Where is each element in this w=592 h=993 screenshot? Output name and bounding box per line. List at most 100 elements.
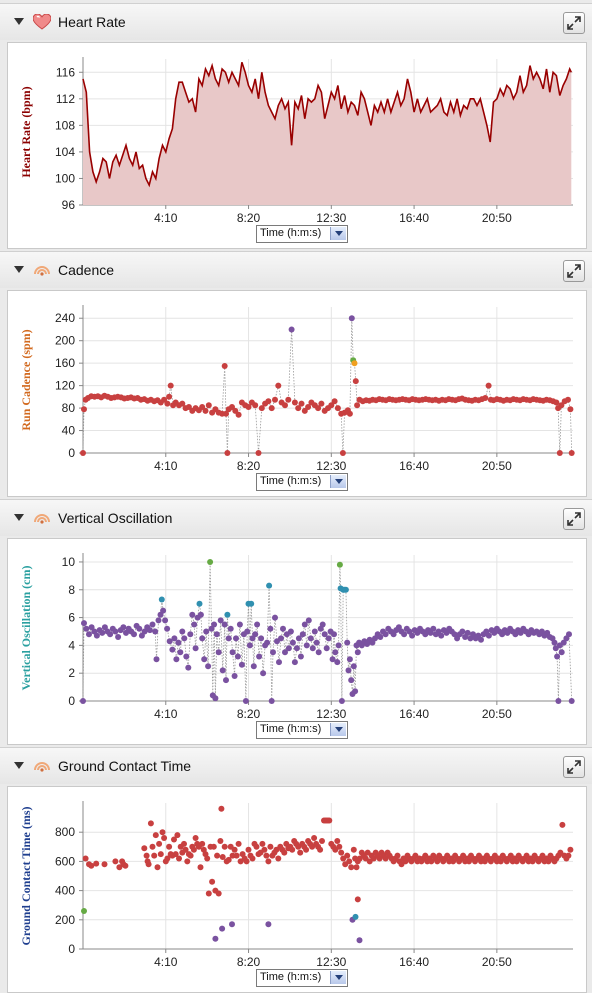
- chevron-down-icon[interactable]: [330, 475, 346, 488]
- data-point: [245, 404, 252, 410]
- data-point: [278, 635, 284, 642]
- data-point: [394, 852, 401, 859]
- chevron-down-icon[interactable]: [330, 723, 346, 736]
- data-point: [151, 852, 158, 859]
- data-point: [224, 611, 231, 618]
- expand-button[interactable]: [563, 508, 585, 530]
- data-point: [485, 382, 492, 389]
- data-point: [211, 621, 218, 628]
- data-point: [329, 656, 336, 663]
- data-point: [235, 840, 242, 847]
- data-point: [99, 629, 106, 636]
- data-point: [80, 698, 86, 704]
- chevron-down-icon[interactable]: [330, 971, 346, 984]
- data-point: [212, 935, 219, 942]
- data-point: [298, 400, 305, 407]
- data-point: [219, 854, 226, 860]
- expand-button[interactable]: [563, 756, 585, 778]
- data-point: [331, 631, 337, 638]
- data-point: [280, 625, 286, 632]
- data-point: [175, 639, 182, 646]
- y-tick-label: 8: [68, 583, 75, 597]
- data-point: [351, 360, 358, 367]
- data-point: [122, 862, 129, 869]
- data-point: [272, 614, 278, 621]
- data-point: [93, 860, 100, 867]
- data-point: [202, 407, 209, 414]
- data-point: [229, 649, 236, 656]
- data-point: [323, 645, 330, 652]
- data-point: [171, 836, 177, 843]
- y-tick-label: 96: [62, 198, 76, 212]
- data-point: [217, 617, 224, 624]
- data-point: [256, 653, 263, 660]
- x-tick-label: 8:20: [237, 459, 261, 473]
- data-point: [326, 817, 333, 824]
- data-point: [233, 852, 240, 859]
- data-point: [567, 846, 574, 853]
- panel-header[interactable]: Ground Contact Time: [0, 747, 592, 784]
- data-point: [177, 649, 184, 656]
- data-point: [287, 628, 294, 635]
- x-tick-label: 20:50: [482, 211, 512, 225]
- data-point: [244, 628, 251, 635]
- y-tick-label: 0: [68, 446, 75, 460]
- panel-header[interactable]: Cadence: [0, 251, 592, 288]
- data-point: [344, 852, 351, 859]
- chart-svg: 0 2 4 6 8 10 4:10 8:20 12:30 16:40 20:50 Vertical O…: [19, 553, 575, 721]
- data-point: [93, 632, 100, 639]
- data-point: [232, 407, 239, 414]
- runner-icon: [33, 758, 51, 774]
- y-tick-label: 2: [68, 666, 75, 680]
- chevron-down-icon[interactable]: [330, 227, 346, 240]
- collapse-triangle-icon[interactable]: [14, 266, 24, 273]
- data-point: [311, 628, 318, 635]
- chart-area: 0 40 80 120 160 200 240 4:10 8:20 12:30 16:40 20:50…: [7, 290, 587, 497]
- data-point: [275, 382, 282, 389]
- x-tick-label: 12:30: [316, 459, 346, 473]
- panel-header[interactable]: Vertical Oscillation: [0, 499, 592, 536]
- data-point: [169, 646, 176, 653]
- data-point: [196, 600, 203, 607]
- data-point: [182, 846, 189, 853]
- panel-header[interactable]: Heart Rate: [0, 3, 592, 40]
- expand-button[interactable]: [563, 260, 585, 282]
- data-point: [311, 835, 318, 841]
- data-point: [551, 639, 558, 646]
- time-axis-select[interactable]: Time (h:m:s): [256, 969, 348, 987]
- data-point: [267, 843, 274, 850]
- data-point: [205, 890, 212, 897]
- data-point: [236, 621, 243, 628]
- time-axis-select[interactable]: Time (h:m:s): [256, 721, 348, 739]
- data-point: [183, 653, 190, 660]
- runner-icon: [33, 262, 51, 278]
- collapse-triangle-icon[interactable]: [14, 18, 24, 25]
- data-point: [192, 645, 199, 652]
- data-point: [276, 659, 282, 666]
- data-point: [88, 862, 95, 869]
- data-point: [344, 639, 351, 646]
- y-tick-label: 100: [55, 171, 75, 185]
- data-point: [260, 670, 267, 677]
- data-point: [565, 396, 571, 403]
- data-point: [401, 631, 408, 638]
- data-point: [350, 846, 357, 853]
- y-tick-label: 108: [55, 118, 75, 132]
- x-tick-label: 8:20: [237, 955, 261, 969]
- data-point: [301, 407, 308, 414]
- data-point: [131, 631, 137, 638]
- runner-icon: [33, 510, 51, 526]
- collapse-triangle-icon[interactable]: [14, 762, 24, 769]
- time-axis-select[interactable]: Time (h:m:s): [256, 473, 348, 491]
- data-point: [201, 656, 208, 663]
- series-line: [82, 62, 573, 188]
- time-axis-select[interactable]: Time (h:m:s): [256, 225, 348, 243]
- collapse-triangle-icon[interactable]: [14, 514, 24, 521]
- data-point: [305, 617, 312, 624]
- data-point: [315, 649, 322, 656]
- y-tick-label: 116: [56, 65, 75, 79]
- chart-area: 0 2 4 6 8 10 4:10 8:20 12:30 16:40 20:50 Vertical O…: [7, 538, 587, 745]
- data-point: [227, 625, 234, 632]
- data-point: [242, 698, 249, 704]
- expand-button[interactable]: [563, 12, 585, 34]
